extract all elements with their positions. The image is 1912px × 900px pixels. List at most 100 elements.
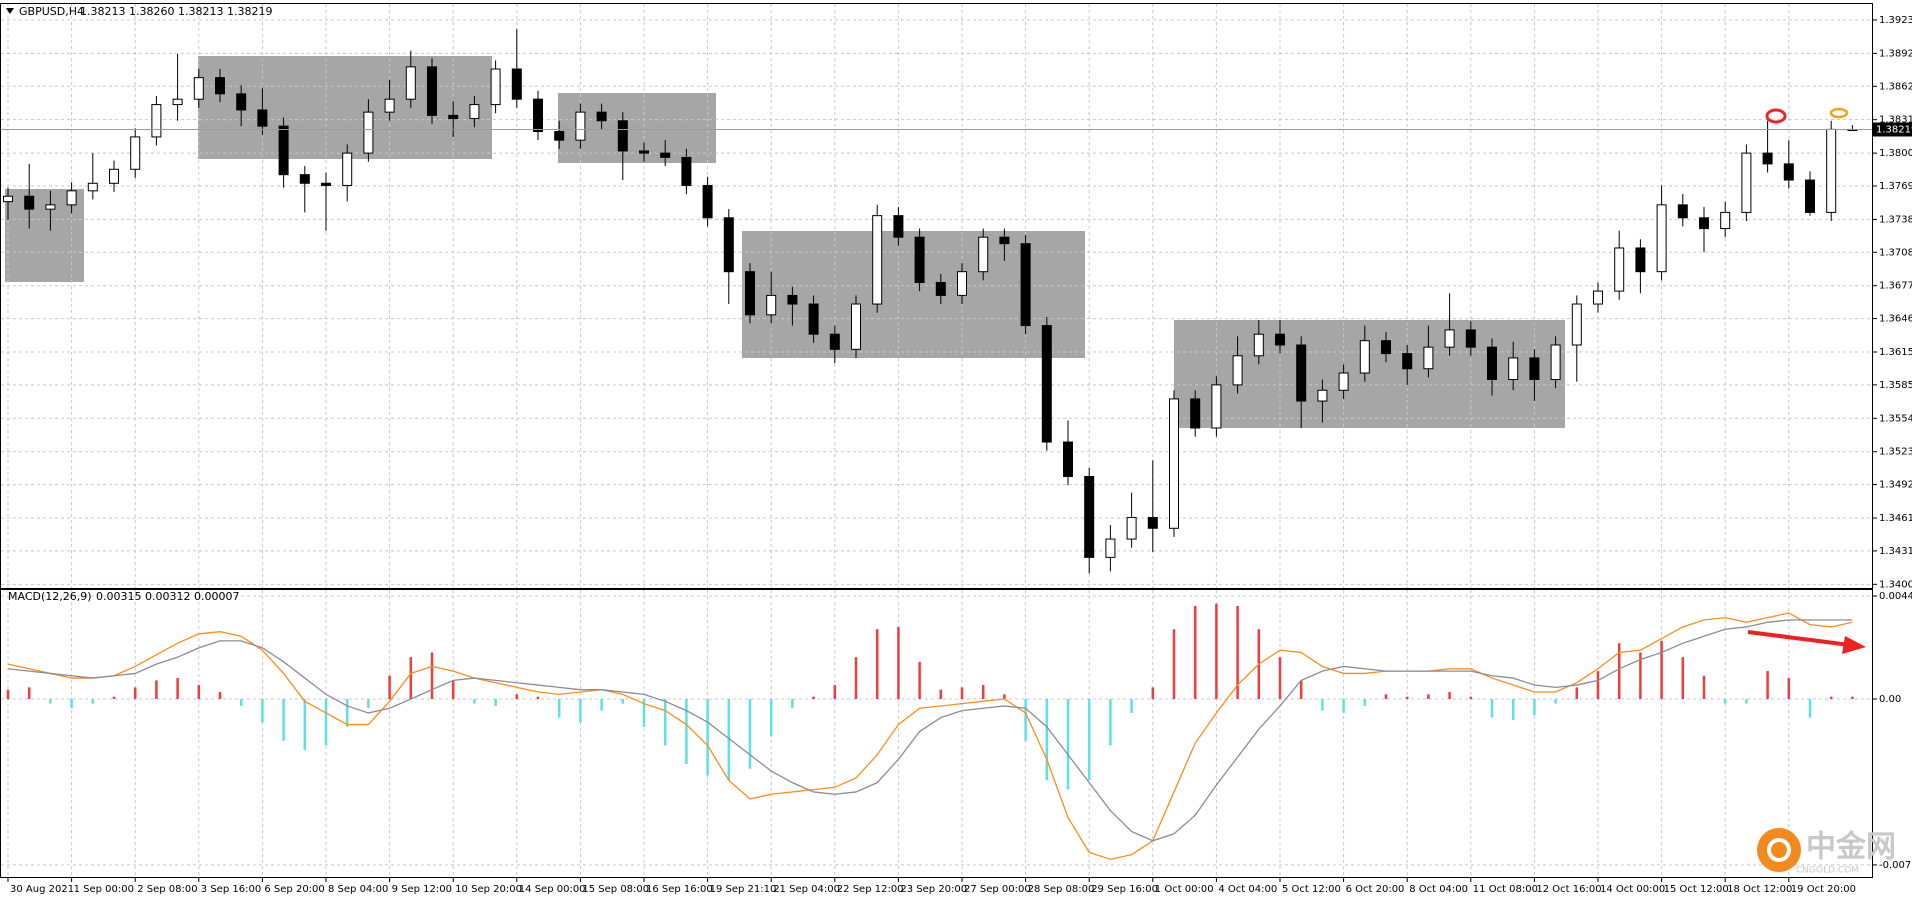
highlight-circle bbox=[1829, 107, 1849, 119]
candle-body bbox=[1614, 247, 1625, 292]
candle-body bbox=[617, 120, 628, 152]
y-tick-label: 1.38620 bbox=[1879, 81, 1912, 92]
candle-body bbox=[978, 236, 989, 273]
y-tick-label: 1.36770 bbox=[1879, 281, 1912, 292]
candle-body bbox=[1317, 389, 1328, 402]
candle-body bbox=[1063, 441, 1073, 478]
candle-body bbox=[1126, 516, 1137, 540]
y-tick-label: 1.37080 bbox=[1879, 247, 1912, 258]
candle-body bbox=[1423, 346, 1434, 370]
x-tick-label: 29 Sep 16:00 bbox=[1091, 884, 1158, 895]
candle-body bbox=[1041, 325, 1052, 443]
y-tick-label: 1.36155 bbox=[1879, 347, 1912, 358]
candle-body bbox=[278, 125, 289, 176]
x-tick-label: 12 Oct 16:00 bbox=[1536, 884, 1601, 895]
y-tick-label: 1.38925 bbox=[1879, 48, 1912, 59]
zone bbox=[742, 231, 1085, 358]
candle-body bbox=[1084, 476, 1095, 558]
candle-body bbox=[1444, 329, 1455, 348]
current-price-label: 1.38219 bbox=[1876, 124, 1912, 135]
x-tick-label: 6 Oct 20:00 bbox=[1346, 884, 1405, 895]
watermark-logo bbox=[1767, 838, 1791, 862]
candle-body bbox=[596, 111, 607, 122]
candle-body bbox=[1826, 128, 1837, 213]
candle-body bbox=[1296, 344, 1307, 402]
x-tick-label: 8 Sep 04:00 bbox=[328, 884, 388, 895]
y-tick-label: 1.34310 bbox=[1879, 546, 1912, 557]
x-tick-label: 18 Oct 12:00 bbox=[1727, 884, 1792, 895]
y-tick-label: 0.00 bbox=[1879, 694, 1901, 705]
candle-body bbox=[999, 236, 1010, 245]
x-tick-label: 5 Oct 12:00 bbox=[1282, 884, 1341, 895]
x-tick-label: 9 Sep 12:00 bbox=[392, 884, 452, 895]
trend-arrow bbox=[1747, 630, 1851, 647]
y-tick-label: 1.37385 bbox=[1879, 214, 1912, 225]
candle-body bbox=[1783, 163, 1794, 181]
x-tick-label: 3 Sep 16:00 bbox=[201, 884, 261, 895]
candle-body bbox=[639, 150, 649, 154]
candle-body bbox=[1359, 340, 1370, 374]
x-tick-label: 19 Sep 21:10 bbox=[710, 884, 777, 895]
x-tick-label: 8 Oct 04:00 bbox=[1409, 884, 1468, 895]
watermark-site: CNGOLD.COM bbox=[1796, 866, 1859, 876]
candle-body bbox=[745, 271, 755, 316]
candle-body bbox=[893, 215, 904, 238]
x-tick-label: 1 Sep 00:00 bbox=[74, 884, 134, 895]
candle-body bbox=[1635, 247, 1646, 273]
candle-body bbox=[45, 204, 56, 210]
x-tick-label: 27 Sep 00:00 bbox=[964, 884, 1031, 895]
candle-body bbox=[702, 184, 713, 219]
x-tick-label: 22 Sep 12:00 bbox=[837, 884, 904, 895]
candle-body bbox=[1529, 357, 1540, 380]
candle-body bbox=[1699, 217, 1709, 230]
price-pane-frame bbox=[0, 3, 1873, 589]
current-price-box bbox=[1873, 122, 1912, 137]
candle-body bbox=[787, 294, 798, 305]
candle-body bbox=[257, 109, 268, 127]
candle-body bbox=[490, 68, 501, 106]
x-tick-label: 15 Sep 08:00 bbox=[582, 884, 649, 895]
candle-body bbox=[766, 294, 777, 316]
y-tick-label: 1.38310 bbox=[1879, 115, 1912, 126]
watermark-name: 中金网 bbox=[1806, 830, 1896, 865]
x-tick-label: 4 Oct 04:00 bbox=[1218, 884, 1277, 895]
candle-body bbox=[1593, 290, 1603, 305]
candle-body bbox=[1232, 355, 1243, 386]
candle-body bbox=[533, 98, 543, 133]
x-tick-label: 30 Aug 2021 bbox=[10, 884, 74, 895]
candle-body bbox=[935, 281, 946, 296]
y-tick-label: 1.35230 bbox=[1879, 447, 1912, 458]
candle-body bbox=[723, 217, 734, 273]
ohlc-readout: 1.38213 1.38260 1.38213 1.38219 bbox=[80, 5, 272, 18]
candle-body bbox=[299, 174, 310, 184]
y-tick-label: -0.00714 bbox=[1879, 860, 1912, 871]
candle-body bbox=[384, 98, 395, 113]
candle-body bbox=[872, 215, 883, 305]
candle-body bbox=[1381, 340, 1391, 355]
highlight-circle bbox=[1765, 108, 1787, 124]
candle-body bbox=[193, 77, 204, 100]
candle-body bbox=[1169, 398, 1179, 529]
indicator-line bbox=[7, 612, 1853, 861]
x-tick-label: 19 Oct 20:00 bbox=[1791, 884, 1856, 895]
candle-body bbox=[215, 77, 225, 95]
candle-body bbox=[427, 66, 437, 116]
macd-readout: 0.00315 0.00312 0.00007 bbox=[96, 590, 239, 603]
zone bbox=[198, 56, 492, 159]
y-tick-label: 1.37695 bbox=[1879, 181, 1912, 192]
candle-body bbox=[1720, 211, 1731, 230]
plot bbox=[1, 4, 1872, 877]
candle-body bbox=[87, 182, 98, 192]
candle-body bbox=[405, 66, 416, 100]
y-tick-label: 1.34615 bbox=[1879, 513, 1912, 524]
x-tick-label: 10 Sep 20:00 bbox=[455, 884, 522, 895]
x-tick-label: 14 Oct 00:00 bbox=[1600, 884, 1665, 895]
candle-body bbox=[3, 195, 13, 203]
candle-body bbox=[1275, 333, 1285, 346]
x-tick-label: 21 Sep 04:00 bbox=[773, 884, 840, 895]
candle-body bbox=[554, 131, 565, 141]
candle-body bbox=[808, 303, 819, 335]
x-tick-label: 1 Oct 00:00 bbox=[1155, 884, 1214, 895]
symbol-marker bbox=[6, 8, 14, 14]
